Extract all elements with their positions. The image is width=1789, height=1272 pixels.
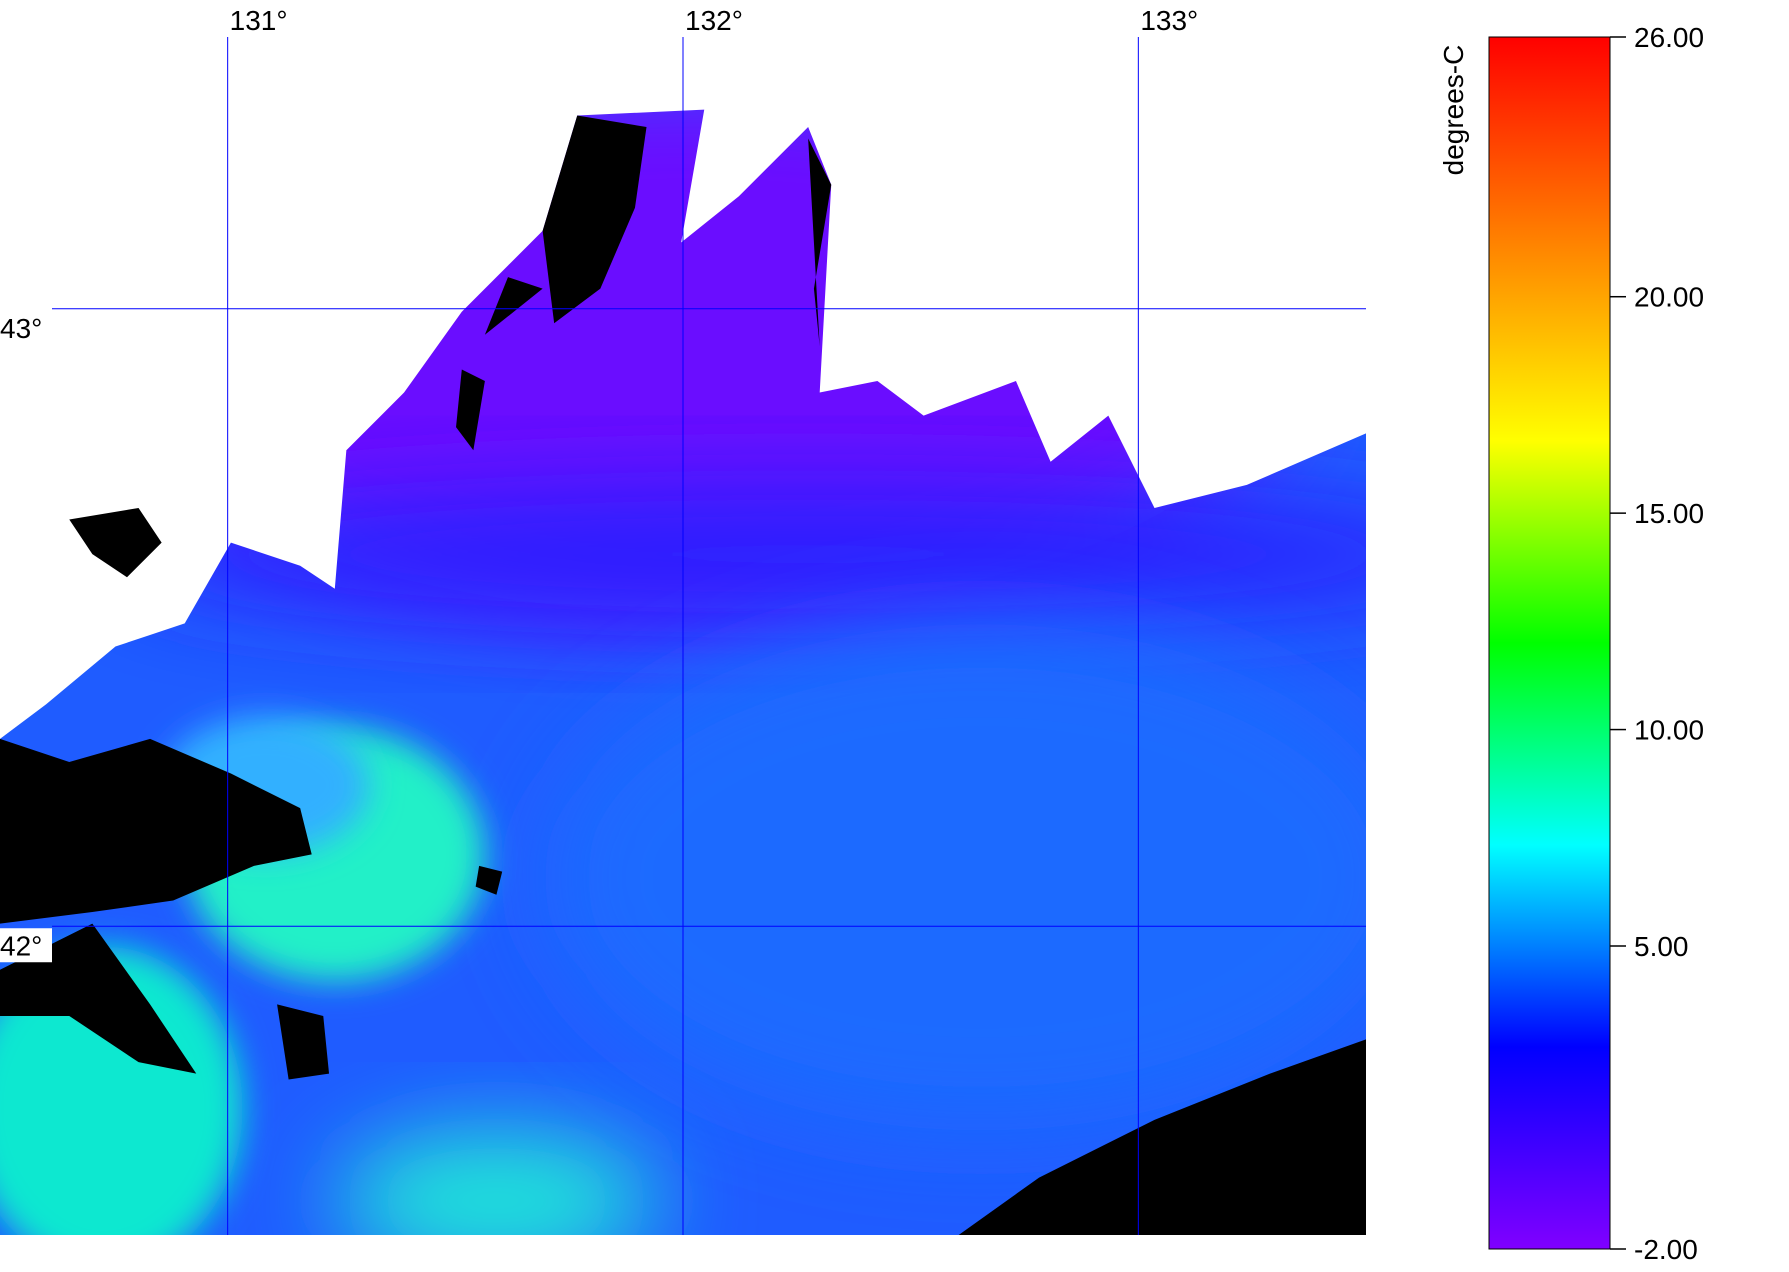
colorbar-tick-label: 5.00: [1634, 931, 1689, 962]
latitude-label-bg: [0, 310, 52, 345]
colorbar-tick-label: 26.00: [1634, 22, 1704, 53]
longitude-label: 131°: [230, 5, 288, 36]
colorbar-tick-label: -2.00: [1634, 1234, 1698, 1265]
longitude-label: 133°: [1140, 5, 1198, 36]
latitude-label-bg: [0, 928, 52, 963]
longitude-label: 132°: [685, 5, 743, 36]
latitude-label: 43°: [0, 313, 42, 344]
colorbar-label: degrees-C: [1438, 45, 1469, 176]
colorbar-tick-label: 15.00: [1634, 498, 1704, 529]
latitude-label: 42°: [0, 930, 42, 961]
sst-image: [0, 0, 1366, 1235]
colorbar-tick-label: 10.00: [1634, 715, 1704, 746]
colorbar-tick-label: 20.00: [1634, 282, 1704, 313]
colorbar: [1488, 36, 1611, 1250]
